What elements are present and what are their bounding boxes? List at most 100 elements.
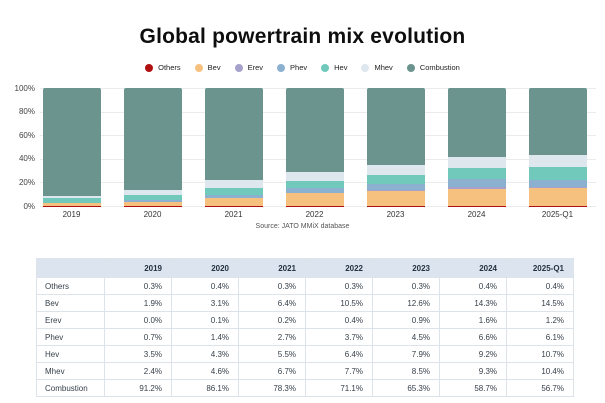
table-cell: 1.6% xyxy=(439,311,507,329)
row-label: Phev xyxy=(36,328,105,346)
bar-2019 xyxy=(42,88,101,206)
bar-segment-mhev xyxy=(447,157,506,169)
bar-segment-mhev xyxy=(204,180,263,189)
table-cell: 4.3% xyxy=(171,345,239,363)
legend-item-bev: Bev xyxy=(194,63,221,72)
table-cell: 0.4% xyxy=(171,277,239,295)
table-cell: 0.1% xyxy=(171,311,239,329)
bar-segment-bev xyxy=(366,190,425,206)
bar-segment-combustion xyxy=(123,88,182,190)
chart-title: Global powertrain mix evolution xyxy=(139,25,466,48)
bar-segment-bev xyxy=(204,198,263,206)
table-cell: 3.1% xyxy=(171,294,239,312)
y-axis-tick-label: 20% xyxy=(18,177,35,187)
bar-segment-combustion xyxy=(366,88,425,166)
table-head: 2019 2020 2021 2022 2023 2024 2025-Q1 xyxy=(36,258,574,278)
table-cell: 65.3% xyxy=(372,379,440,397)
gridline-0 xyxy=(40,206,596,207)
legend-label-phev: Phev xyxy=(290,63,308,72)
bar-segment-hev xyxy=(528,167,587,180)
table-cell: 10.4% xyxy=(506,362,574,380)
table-cell: 0.3% xyxy=(238,277,306,295)
x-axis-tick-label: 2022 xyxy=(305,210,324,219)
table-cell: 0.3% xyxy=(305,277,373,295)
legend-label-bev: Bev xyxy=(207,63,221,72)
table-cell: 9.3% xyxy=(439,362,507,380)
legend-label-combustion: Combustion xyxy=(419,63,460,72)
legend-label-hev: Hev xyxy=(334,63,348,72)
bar-2020 xyxy=(123,88,182,206)
table-header-cell xyxy=(36,258,105,278)
table-cell: 2.7% xyxy=(238,328,306,346)
table-header-row: 2019 2020 2021 2022 2023 2024 2025-Q1 xyxy=(36,258,574,278)
legend-item-phev: Phev xyxy=(277,63,307,72)
y-axis-tick-label: 100% xyxy=(14,83,35,93)
legend-swatch-mhev xyxy=(361,63,370,72)
y-axis-tick-label: 80% xyxy=(18,107,35,117)
legend-swatch-hev xyxy=(321,63,330,72)
table-row-others: Others 0.3% 0.4% 0.3% 0.3% 0.3% 0.4% 0.4% xyxy=(36,277,574,295)
bar-segment-mhev xyxy=(42,195,101,199)
table-cell: 5.5% xyxy=(238,345,306,363)
legend-item-mhev: Mhev xyxy=(361,63,393,72)
bar-segment-combustion xyxy=(204,87,263,181)
legend-swatch-phev xyxy=(277,63,286,72)
table-header-cell: 2019 xyxy=(104,258,172,278)
table-row-mhev: Mhev 2.4% 4.6% 6.7% 7.7% 8.5% 9.3% 10.4% xyxy=(36,362,574,380)
legend-item-hev: Hev xyxy=(321,63,347,72)
y-axis-tick-label: 0% xyxy=(23,201,35,211)
table-cell: 0.7% xyxy=(104,328,172,346)
legend-item-others: Others xyxy=(145,63,181,72)
legend-label-others: Others xyxy=(158,63,181,72)
table-cell: 0.9% xyxy=(372,311,440,329)
table-cell: 3.7% xyxy=(305,328,373,346)
bar-segment-bev xyxy=(285,193,344,206)
bar-segment-mhev xyxy=(366,165,425,176)
table-header-cell: 2021 xyxy=(238,258,306,278)
bar-segment-hev xyxy=(366,175,425,185)
table-cell: 4.5% xyxy=(372,328,440,346)
table-cell: 2.4% xyxy=(104,362,172,380)
table-cell: 0.4% xyxy=(506,277,574,295)
legend-item-combustion: Combustion xyxy=(406,63,460,72)
table-cell: 4.6% xyxy=(171,362,239,380)
bar-segment-erev xyxy=(366,189,425,191)
table-row-phev: Phev 0.7% 1.4% 2.7% 3.7% 4.5% 6.6% 6.1% xyxy=(36,328,574,346)
table-cell: 58.7% xyxy=(439,379,507,397)
bar-segment-phev xyxy=(285,188,344,193)
bar-segment-hev xyxy=(204,188,263,195)
bar-segment-bev xyxy=(528,188,587,206)
y-axis-tick-label: 60% xyxy=(18,130,35,140)
bar-2021 xyxy=(204,87,263,206)
table-cell: 7.9% xyxy=(372,345,440,363)
row-label: Bev xyxy=(36,294,105,312)
row-label: Hev xyxy=(36,345,105,363)
bar-segment-erev xyxy=(447,186,506,189)
row-label: Combustion xyxy=(36,379,105,397)
row-label: Mhev xyxy=(36,362,105,380)
table-row-hev: Hev 3.5% 4.3% 5.5% 6.4% 7.9% 9.2% 10.7% xyxy=(36,345,574,363)
bar-segment-bev xyxy=(42,203,101,206)
bar-segment-phev xyxy=(42,202,101,204)
bar-segment-combustion xyxy=(42,88,101,196)
legend-swatch-bev xyxy=(194,63,203,72)
bar-segment-phev xyxy=(204,194,263,198)
x-axis-tick-label: 2020 xyxy=(143,210,162,219)
x-axis-tick-label: 2021 xyxy=(224,210,243,219)
table-header-cell: 2024 xyxy=(439,258,507,278)
x-axis-tick-label: 2024 xyxy=(467,210,486,219)
table-cell: 0.3% xyxy=(372,277,440,295)
legend-swatch-erev xyxy=(234,63,243,72)
table-cell: 78.3% xyxy=(238,379,306,397)
legend-label-mhev: Mhev xyxy=(374,63,393,72)
legend-swatch-others xyxy=(145,63,154,72)
y-axis-tick-label: 40% xyxy=(18,154,35,164)
table-row-bev: Bev 1.9% 3.1% 6.4% 10.5% 12.6% 14.3% 14.5% xyxy=(36,294,574,312)
table-cell: 10.7% xyxy=(506,345,574,363)
table-cell: 91.2% xyxy=(104,379,172,397)
table-cell: 14.5% xyxy=(506,294,574,312)
legend-swatch-combustion xyxy=(406,63,415,72)
bar-segment-hev xyxy=(42,198,101,203)
